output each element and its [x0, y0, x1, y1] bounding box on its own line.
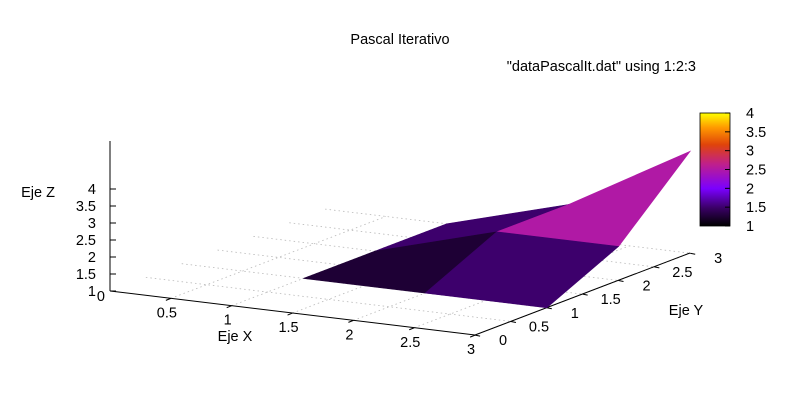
colorbar-tick-label: 3.5 [746, 125, 766, 141]
surface-mesh [303, 150, 692, 309]
grid-line-y [145, 276, 511, 322]
z-tick-label: 2.5 [76, 233, 96, 249]
z-tick-label: 3 [88, 216, 96, 232]
legend-entry: "dataPascalIt.dat" using 1:2:3 [507, 59, 696, 75]
y-tick-mark [690, 252, 696, 255]
z-tick-label: 1 [88, 284, 96, 300]
colorbar-tick-label: 2.5 [746, 163, 766, 179]
x-tick-mark [409, 327, 415, 331]
x-tick-mark [165, 297, 172, 301]
grid-line-x [170, 216, 387, 299]
surface-quad [496, 150, 692, 247]
y-tick-label: 0 [499, 333, 507, 349]
chart-title: Pascal Iterativo [350, 32, 449, 48]
y-axis-ticks: 0 0.5 1 1.5 2 2.5 3 [475, 251, 722, 349]
x-tick-mark [287, 312, 293, 316]
y-tick-mark [475, 334, 481, 337]
y-tick-label: 2.5 [672, 265, 692, 281]
grid-line-y [325, 208, 691, 254]
x-tick-mark [226, 305, 232, 309]
y-tick-mark [618, 280, 624, 282]
y-tick-label: 1.5 [601, 292, 621, 308]
z-axis-ticks: 011.522.533.54 [76, 182, 116, 305]
z-tick-label: 4 [88, 182, 96, 198]
z-axis-label: Eje Z [21, 185, 55, 201]
x-tick-label: 0.5 [157, 305, 177, 321]
colorbar-tick-label: 3 [746, 144, 754, 160]
y-tick-mark [546, 307, 552, 310]
colorbar-tick-label: 1 [746, 219, 754, 235]
x-tick-label: 1 [224, 313, 232, 329]
x-tick-label: 3 [467, 342, 475, 358]
colorbar-tick-label: 1.5 [746, 200, 766, 216]
z-tick-label: 3.5 [76, 199, 96, 215]
x-tick-mark [469, 334, 476, 338]
z-tick-label: 0 [97, 289, 105, 305]
x-axis-label: Eje X [218, 329, 253, 345]
y-tick-label: 2 [642, 279, 650, 295]
y-tick-mark [582, 293, 588, 296]
y-axis-line [474, 252, 691, 336]
surface-quad [424, 231, 620, 309]
y-tick-label: 3 [714, 251, 722, 267]
colorbar-tick-label: 2 [746, 181, 754, 197]
x-tick-label: 2.5 [400, 335, 420, 351]
colorbar: 1 1.5 2 2.5 3 3.5 4 [699, 106, 766, 235]
x-tick-mark [348, 319, 354, 323]
y-tick-label: 1 [571, 306, 579, 322]
colorbar-tick-label: 4 [746, 106, 754, 122]
x-tick-label: 1.5 [278, 320, 298, 336]
y-tick-mark [654, 266, 660, 269]
z-tick-label: 2 [88, 250, 96, 266]
x-axis-ticks: 0.5 1 1.5 2 2.5 3 [157, 297, 476, 358]
z-tick-label: 1.5 [76, 267, 96, 283]
colorbar-ticks: 1 1.5 2 2.5 3 3.5 4 [725, 106, 766, 235]
x-tick-label: 2 [345, 327, 353, 343]
y-tick-label: 0.5 [529, 319, 549, 335]
y-axis-label: Eje Y [669, 303, 704, 319]
y-tick-mark [510, 320, 517, 323]
